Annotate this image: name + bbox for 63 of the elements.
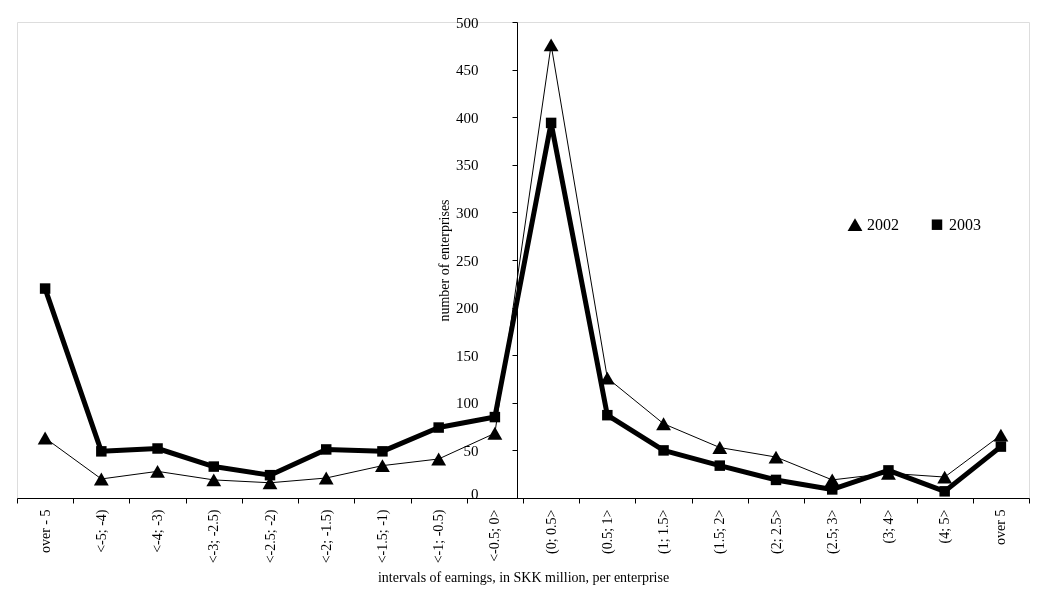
y-tick-label: 50 — [463, 442, 479, 459]
x-tick-label: (0.5; 1> — [599, 509, 616, 554]
point — [712, 441, 728, 454]
point — [264, 469, 276, 481]
legend-label: 2002 — [867, 215, 899, 233]
point — [658, 445, 669, 456]
y-tick-label: 400 — [456, 109, 479, 126]
point — [375, 459, 390, 473]
point — [937, 470, 953, 484]
x-tick-label: <-1; -0.5) — [431, 509, 448, 564]
point — [487, 426, 503, 440]
x-axis-title: intervals of earnings, in SKK million, per enterprise — [377, 570, 670, 586]
x-tick-label: <-4; -3) — [150, 509, 167, 553]
x-tick-label: (3; 4> — [880, 509, 897, 544]
point — [93, 472, 109, 486]
x-tick-label: (1; 1.5> — [656, 509, 673, 554]
y-tick-label: 450 — [456, 62, 479, 79]
point — [320, 444, 332, 455]
legend-label: 2003 — [949, 215, 981, 233]
y-tick-label: 200 — [456, 300, 479, 317]
point — [318, 471, 334, 485]
x-tick-label: <-2.5; -2) — [262, 509, 279, 564]
x-tick-label: over 5 — [993, 509, 1009, 545]
point — [602, 409, 613, 421]
y-tick-label: 100 — [456, 395, 479, 412]
x-tick-label: <-1.5; -1) — [374, 509, 391, 564]
point — [545, 117, 557, 129]
point — [206, 473, 222, 487]
point — [377, 446, 388, 457]
x-tick-label: <-2; -1.5) — [318, 509, 335, 564]
x-tick-label: (2.5; 3> — [824, 509, 841, 554]
point — [768, 450, 784, 464]
y-axis-title: number of enterprises — [437, 199, 452, 322]
point — [39, 283, 51, 294]
point — [939, 486, 950, 497]
y-tick-label: 300 — [456, 204, 479, 221]
point — [431, 452, 447, 466]
x-tick-label: <-3; -2.5) — [206, 509, 223, 564]
x-tick-label: (2; 2.5> — [768, 509, 785, 554]
y-tick-label: 500 — [456, 14, 479, 31]
point — [208, 461, 220, 472]
x-tick-label: <-0.5; 0> — [487, 509, 503, 562]
point — [150, 464, 165, 478]
x-tick-label: (1.5; 2> — [712, 509, 729, 554]
x-tick-label: <-5; -4) — [93, 509, 110, 553]
point — [883, 465, 894, 476]
point — [995, 441, 1007, 452]
y-tick-label: 150 — [456, 347, 479, 364]
y-tick-label: 250 — [456, 252, 479, 269]
x-tick-label: (4; 5> — [937, 509, 954, 544]
point — [433, 422, 444, 433]
point — [770, 474, 782, 486]
point — [656, 417, 671, 431]
point — [714, 460, 726, 471]
point — [96, 446, 107, 457]
point — [993, 428, 1009, 442]
x-tick-label: over - 5 — [37, 509, 53, 554]
point — [543, 38, 559, 52]
point — [37, 431, 53, 445]
point — [489, 411, 501, 423]
point — [152, 443, 163, 454]
x-tick-label: (0; 0.5> — [543, 509, 560, 554]
y-tick-label: 350 — [456, 157, 479, 174]
